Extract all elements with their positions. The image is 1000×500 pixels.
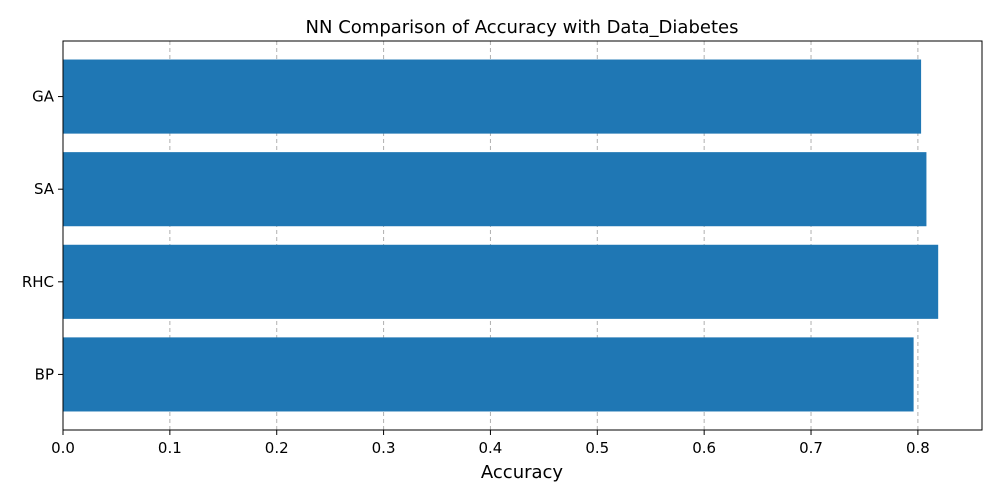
x-tick-label: 0.4 — [479, 439, 503, 457]
x-tick-label: 0.8 — [906, 439, 930, 457]
y-axis-ticks: GA SA RHC BP — [22, 88, 63, 383]
x-tick-label: 0.1 — [158, 439, 182, 457]
y-tick-label-rhc: RHC — [22, 273, 54, 291]
y-tick-label-bp: BP — [35, 365, 54, 383]
bar-rhc — [63, 244, 939, 319]
x-tick-label: 0.5 — [585, 439, 609, 457]
x-axis-label: Accuracy — [481, 462, 564, 483]
bars — [63, 59, 939, 412]
bar-bp — [63, 337, 914, 412]
x-tick-label: 0.2 — [265, 439, 289, 457]
x-tick-label: 0.7 — [799, 439, 823, 457]
x-tick-label: 0.3 — [372, 439, 396, 457]
plot-frame — [62, 40, 983, 431]
bar-ga — [63, 59, 922, 134]
y-tick-label-sa: SA — [34, 180, 55, 198]
x-tick-label: 0.0 — [51, 439, 75, 457]
x-tick-label: 0.6 — [692, 439, 716, 457]
x-axis-ticks: 0.0 0.1 0.2 0.3 0.4 0.5 0.6 0.7 0.8 — [51, 430, 930, 457]
chart-title: NN Comparison of Accuracy with Data_Diab… — [306, 17, 739, 38]
y-tick-label-ga: GA — [32, 88, 55, 106]
bar-sa — [63, 152, 927, 227]
